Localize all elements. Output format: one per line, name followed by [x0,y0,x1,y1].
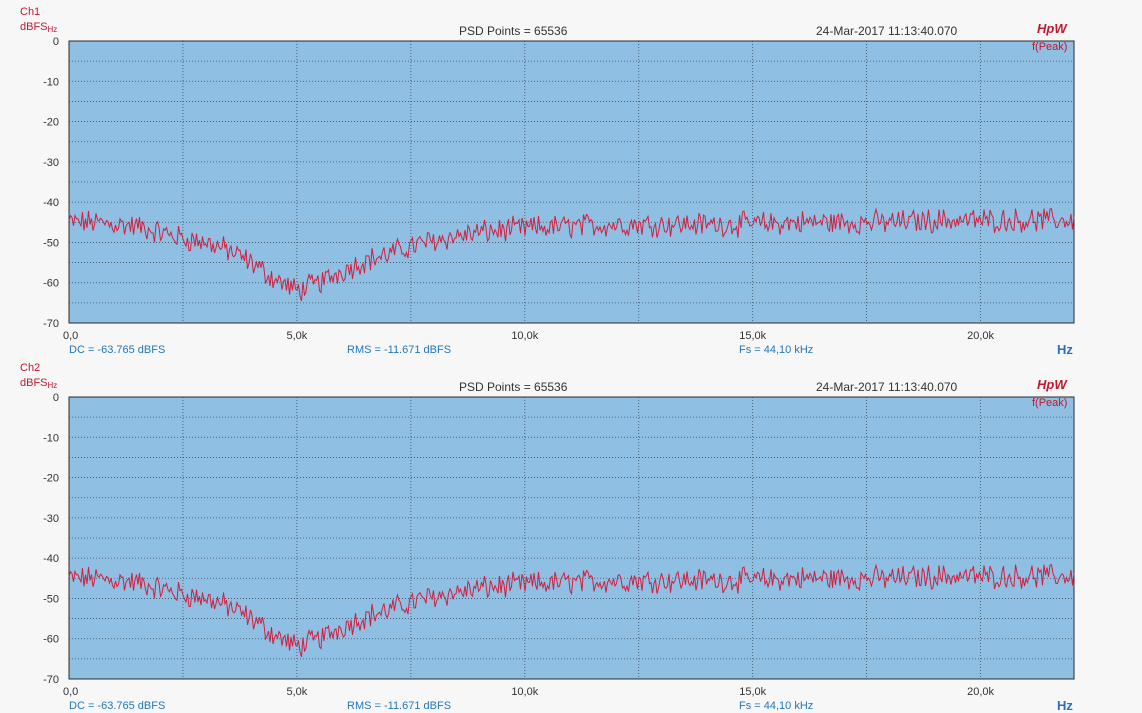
trace-label: f(Peak) [1032,397,1068,409]
rms-readout: RMS = -11.671 dBFS [347,344,452,356]
y-tick-label: -30 [43,513,59,525]
x-tick-label: 5,0k [286,686,307,698]
x-axis-unit: Hz [1057,342,1073,357]
unit-text: dBFS [20,21,48,33]
timestamp-label: 24-Mar-2017 11:13:40.070 [816,24,958,38]
y-tick-label: -30 [43,157,59,169]
x-tick-label: 5,0k [286,330,307,342]
rms-readout: RMS = -11.671 dBFS [347,700,452,712]
y-tick-label: 0 [53,36,59,48]
psd-points-label: PSD Points = 65536 [459,24,568,38]
y-tick-label: 0 [53,392,59,404]
unit-text: dBFS [20,377,48,389]
plot-border [68,396,1075,680]
x-tick-label: 0,0 [63,686,78,698]
x-tick-label: 15,0k [739,686,766,698]
x-tick-label: 20,0k [967,330,994,342]
dc-readout: DC = -63.765 dBFS [69,700,166,712]
timestamp-label: 24-Mar-2017 11:13:40.070 [816,380,958,394]
series-line [68,207,1075,302]
y-tick-label: -10 [43,76,59,88]
x-axis-unit: Hz [1057,698,1073,713]
chart-svg: 0 -10 -20 -30 -40 -50 -60 -70 0,0 5,0k 10,0k 15,0k 2… [43,392,1075,698]
y-tick-label: -40 [43,553,59,565]
y-tick-label: -10 [43,432,59,444]
unit-subscript: Hz [47,25,58,34]
x-tick-label: 0,0 [63,330,78,342]
series-line [68,563,1075,658]
y-tick-label: -60 [43,634,59,646]
plot-border [68,40,1075,324]
x-tick-label: 10,0k [511,686,538,698]
y-tick-label: -60 [43,278,59,290]
unit-subscript: Hz [47,381,58,390]
x-tick-label: 15,0k [739,330,766,342]
y-tick-label: -70 [43,674,59,686]
channel-label: Ch1 [20,6,41,18]
mode-label[interactable]: HpW [1037,21,1067,36]
channel-label: Ch2 [20,362,41,374]
y-tick-label: -40 [43,197,59,209]
unit-label: dBFSHz [20,21,57,34]
y-tick-label: -20 [43,117,59,129]
mode-label[interactable]: HpW [1037,377,1067,392]
chart-svg: 0 -10 -20 -30 -40 -50 -60 -70 0,0 5,0k 10,0k 15,0k 2… [43,36,1075,342]
unit-label: dBFSHz [20,377,57,390]
y-tick-label: -50 [43,593,59,605]
y-tick-label: -50 [43,237,59,249]
chart-panel-ch1: 0 -10 -20 -30 -40 -50 -60 -70 0,0 5,0k 10,0k 15,0k 2… [0,0,1142,357]
fs-readout: Fs = 44,10 kHz [739,700,814,712]
dc-readout: DC = -63.765 dBFS [69,344,166,356]
x-tick-label: 10,0k [511,330,538,342]
x-tick-label: 20,0k [967,686,994,698]
y-tick-label: -70 [43,318,59,330]
psd-points-label: PSD Points = 65536 [459,380,568,394]
chart-panel-ch2: 0 -10 -20 -30 -40 -50 -60 -70 0,0 5,0k 10,0k 15,0k 2… [0,356,1142,713]
y-tick-label: -20 [43,473,59,485]
trace-label: f(Peak) [1032,41,1068,53]
fs-readout: Fs = 44,10 kHz [739,344,814,356]
